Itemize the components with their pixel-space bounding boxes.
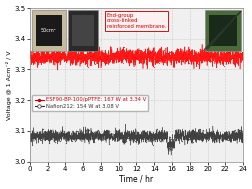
Bar — [32, 10, 66, 51]
Bar — [208, 15, 236, 46]
X-axis label: Time / hr: Time / hr — [119, 174, 153, 184]
Text: 50cm²: 50cm² — [41, 28, 57, 33]
Legend: ESF90-BP-100/pPTFE: 167 W at 3.34 V, Nafion212: 154 W at 3.08 V: ESF90-BP-100/pPTFE: 167 W at 3.34 V, Naf… — [32, 95, 148, 111]
Y-axis label: Voltage @ 1 Acm⁻² / V: Voltage @ 1 Acm⁻² / V — [6, 50, 12, 119]
Bar — [36, 15, 62, 46]
Text: End-group
cross-linked
reinforced membrane.: End-group cross-linked reinforced membra… — [106, 13, 165, 29]
Bar — [204, 10, 240, 51]
Bar — [72, 15, 94, 46]
Bar — [68, 10, 98, 51]
